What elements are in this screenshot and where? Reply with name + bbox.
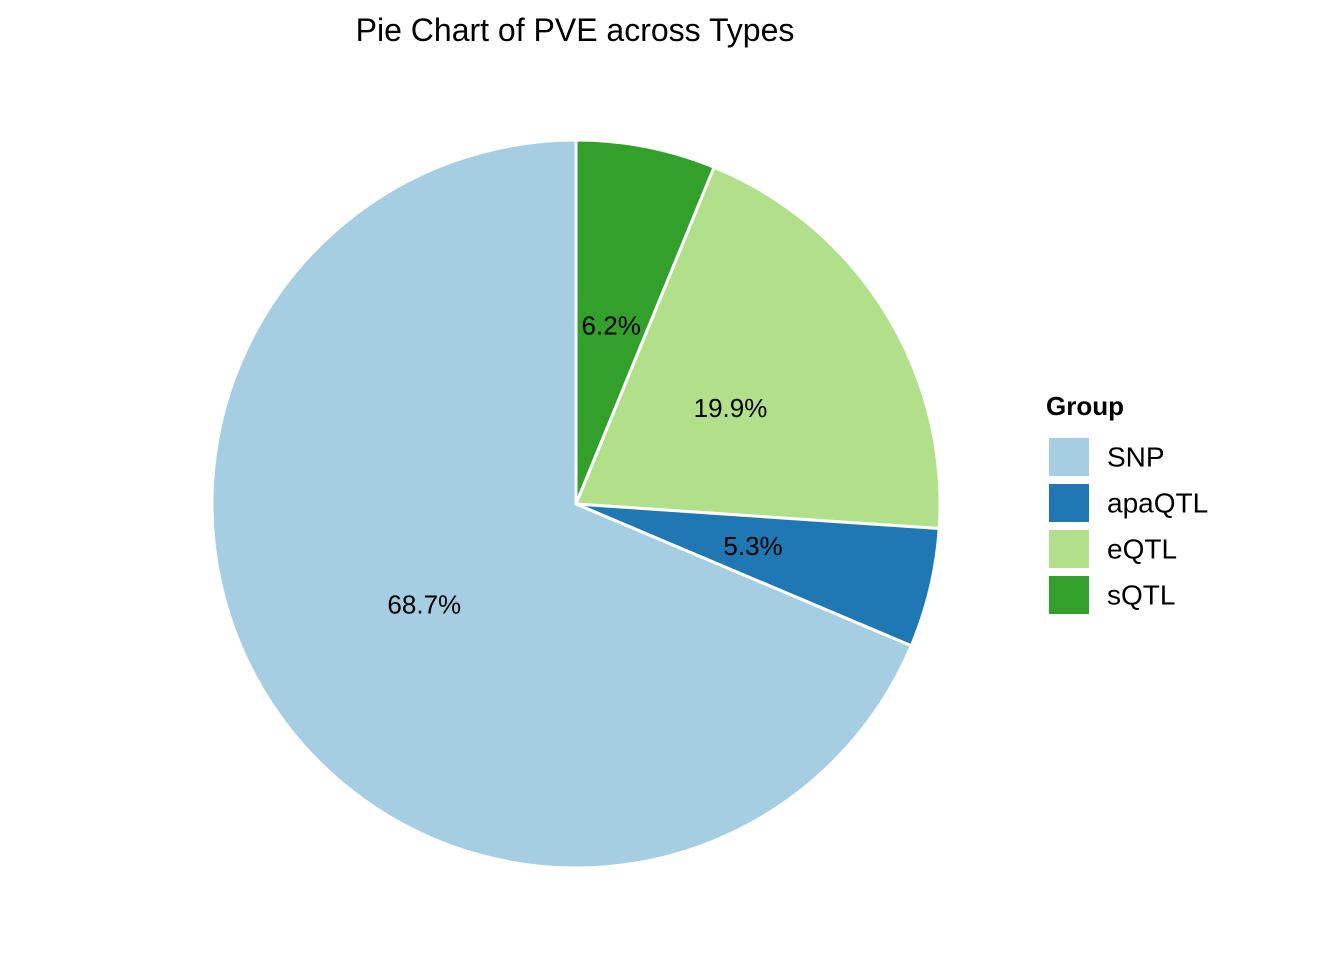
legend-swatch-snp xyxy=(1047,436,1091,478)
chart-title: Pie Chart of PVE across Types xyxy=(356,12,795,48)
pie-slices xyxy=(210,138,942,870)
legend-title: Group xyxy=(1046,391,1124,421)
legend-swatch-eqtl xyxy=(1047,528,1091,570)
legend-items: SNP apaQTL eQTL sQTL xyxy=(1047,436,1208,616)
legend-label-apaqtl: apaQTL xyxy=(1107,488,1208,519)
legend-label-sqtl: sQTL xyxy=(1107,580,1175,611)
slice-label-sqtl: 6.2% xyxy=(582,310,641,340)
slice-label-snp: 68.7% xyxy=(387,590,461,620)
legend-label-snp: SNP xyxy=(1107,442,1165,473)
legend-label-eqtl: eQTL xyxy=(1107,534,1177,565)
legend-swatch-sqtl xyxy=(1047,574,1091,616)
pie-slice-eqtl xyxy=(573,165,942,531)
pie-slice-snp xyxy=(210,138,914,870)
legend: Group SNP apaQTL eQTL sQTL xyxy=(1046,391,1208,616)
legend-swatch-apaqtl xyxy=(1047,482,1091,524)
slice-label-eqtl: 19.9% xyxy=(694,393,768,423)
pie-slice-labels: 6.2% 19.9% 5.3% 68.7% xyxy=(387,310,782,619)
slice-label-apaqtl: 5.3% xyxy=(723,531,782,561)
pie-slice-sqtl xyxy=(574,138,717,505)
